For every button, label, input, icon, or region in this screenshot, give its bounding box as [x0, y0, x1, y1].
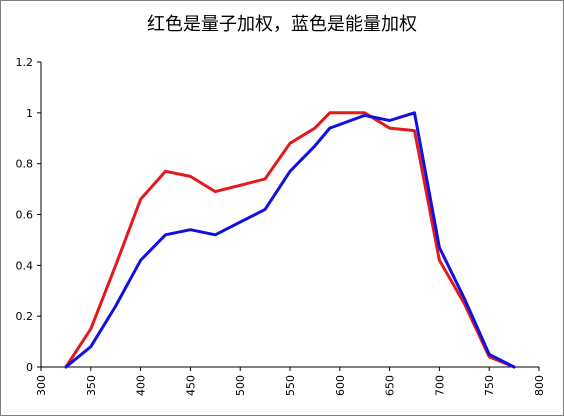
y-tick-label: 1.2 — [16, 56, 34, 69]
x-tick-label: 600 — [334, 375, 347, 396]
x-tick-label: 700 — [433, 375, 446, 396]
y-tick-label: 1 — [26, 107, 33, 120]
x-tick-label: 500 — [234, 375, 247, 396]
y-tick-label: 0.6 — [16, 209, 34, 222]
x-tick-label: 800 — [533, 375, 546, 396]
y-tick-label: 0.8 — [16, 158, 34, 171]
y-tick-label: 0 — [26, 361, 33, 374]
x-tick-label: 750 — [483, 375, 496, 396]
y-tick-label: 0.2 — [16, 310, 34, 323]
x-tick-label: 450 — [184, 375, 197, 396]
x-tick-label: 350 — [85, 375, 98, 396]
x-tick-label: 300 — [35, 375, 48, 396]
x-tick-label: 650 — [384, 375, 397, 396]
series-line-red — [64, 111, 516, 369]
x-tick-label: 400 — [135, 375, 148, 396]
y-tick-label: 0.4 — [16, 259, 34, 272]
chart-title: 红色是量子加权，蓝色是能量加权 — [147, 14, 417, 35]
series-line-blue — [64, 111, 516, 369]
x-tick-label: 550 — [284, 375, 297, 396]
